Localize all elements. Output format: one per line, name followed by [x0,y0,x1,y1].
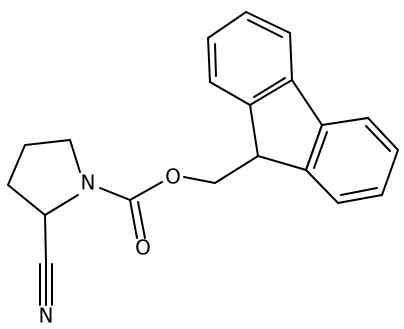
double-bond [214,43,217,77]
double-bond [247,19,283,38]
pyrrolidine [6,138,81,217]
benzene-ring [304,116,400,205]
atom-label: O [165,165,181,189]
double-bond [253,77,286,98]
bond [99,187,131,201]
atom-label: N [81,171,96,195]
atom-label: O [135,236,151,260]
bonds [6,10,400,306]
bond [214,155,259,184]
benzene-ring [206,10,294,107]
double-bond [313,131,328,169]
bond [183,176,216,184]
bond [137,201,146,239]
atom-label: N [39,304,54,328]
double-bond [365,125,391,152]
bond [129,199,138,239]
bond [44,214,47,263]
double-bond [340,187,378,196]
bond [129,181,163,201]
